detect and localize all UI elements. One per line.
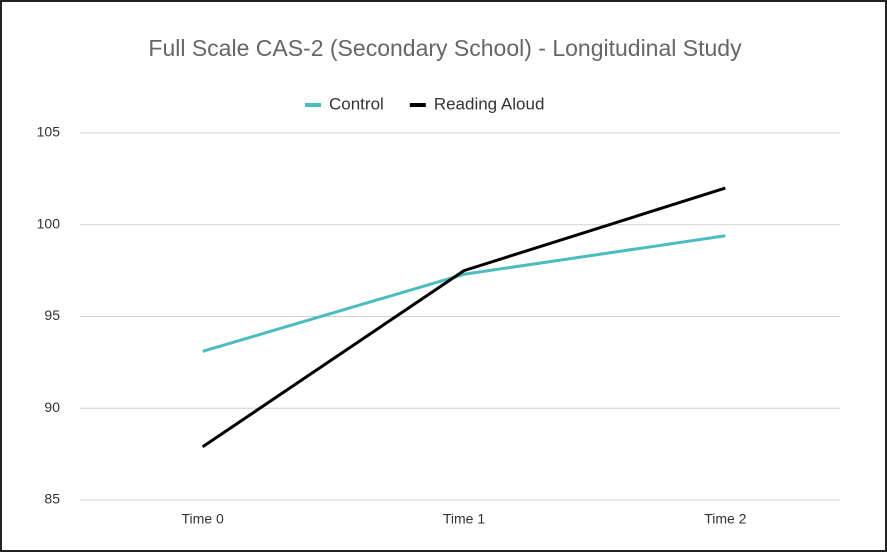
- x-tick-label: Time 1: [443, 511, 485, 527]
- y-tick-label: 100: [37, 215, 61, 231]
- chart-title: Full Scale CAS-2 (Secondary School) - Lo…: [148, 35, 742, 61]
- y-tick-label: 85: [44, 491, 60, 507]
- y-tick-label: 90: [44, 399, 60, 415]
- x-tick-label: Time 0: [182, 511, 224, 527]
- y-tick-label: 95: [44, 307, 60, 323]
- legend-label: Control: [329, 94, 384, 113]
- legend-label: Reading Aloud: [434, 94, 545, 113]
- y-tick-label: 105: [37, 124, 61, 140]
- series-line: [201, 186, 726, 449]
- x-tick-label: Time 2: [704, 511, 746, 527]
- series-line: [202, 234, 726, 353]
